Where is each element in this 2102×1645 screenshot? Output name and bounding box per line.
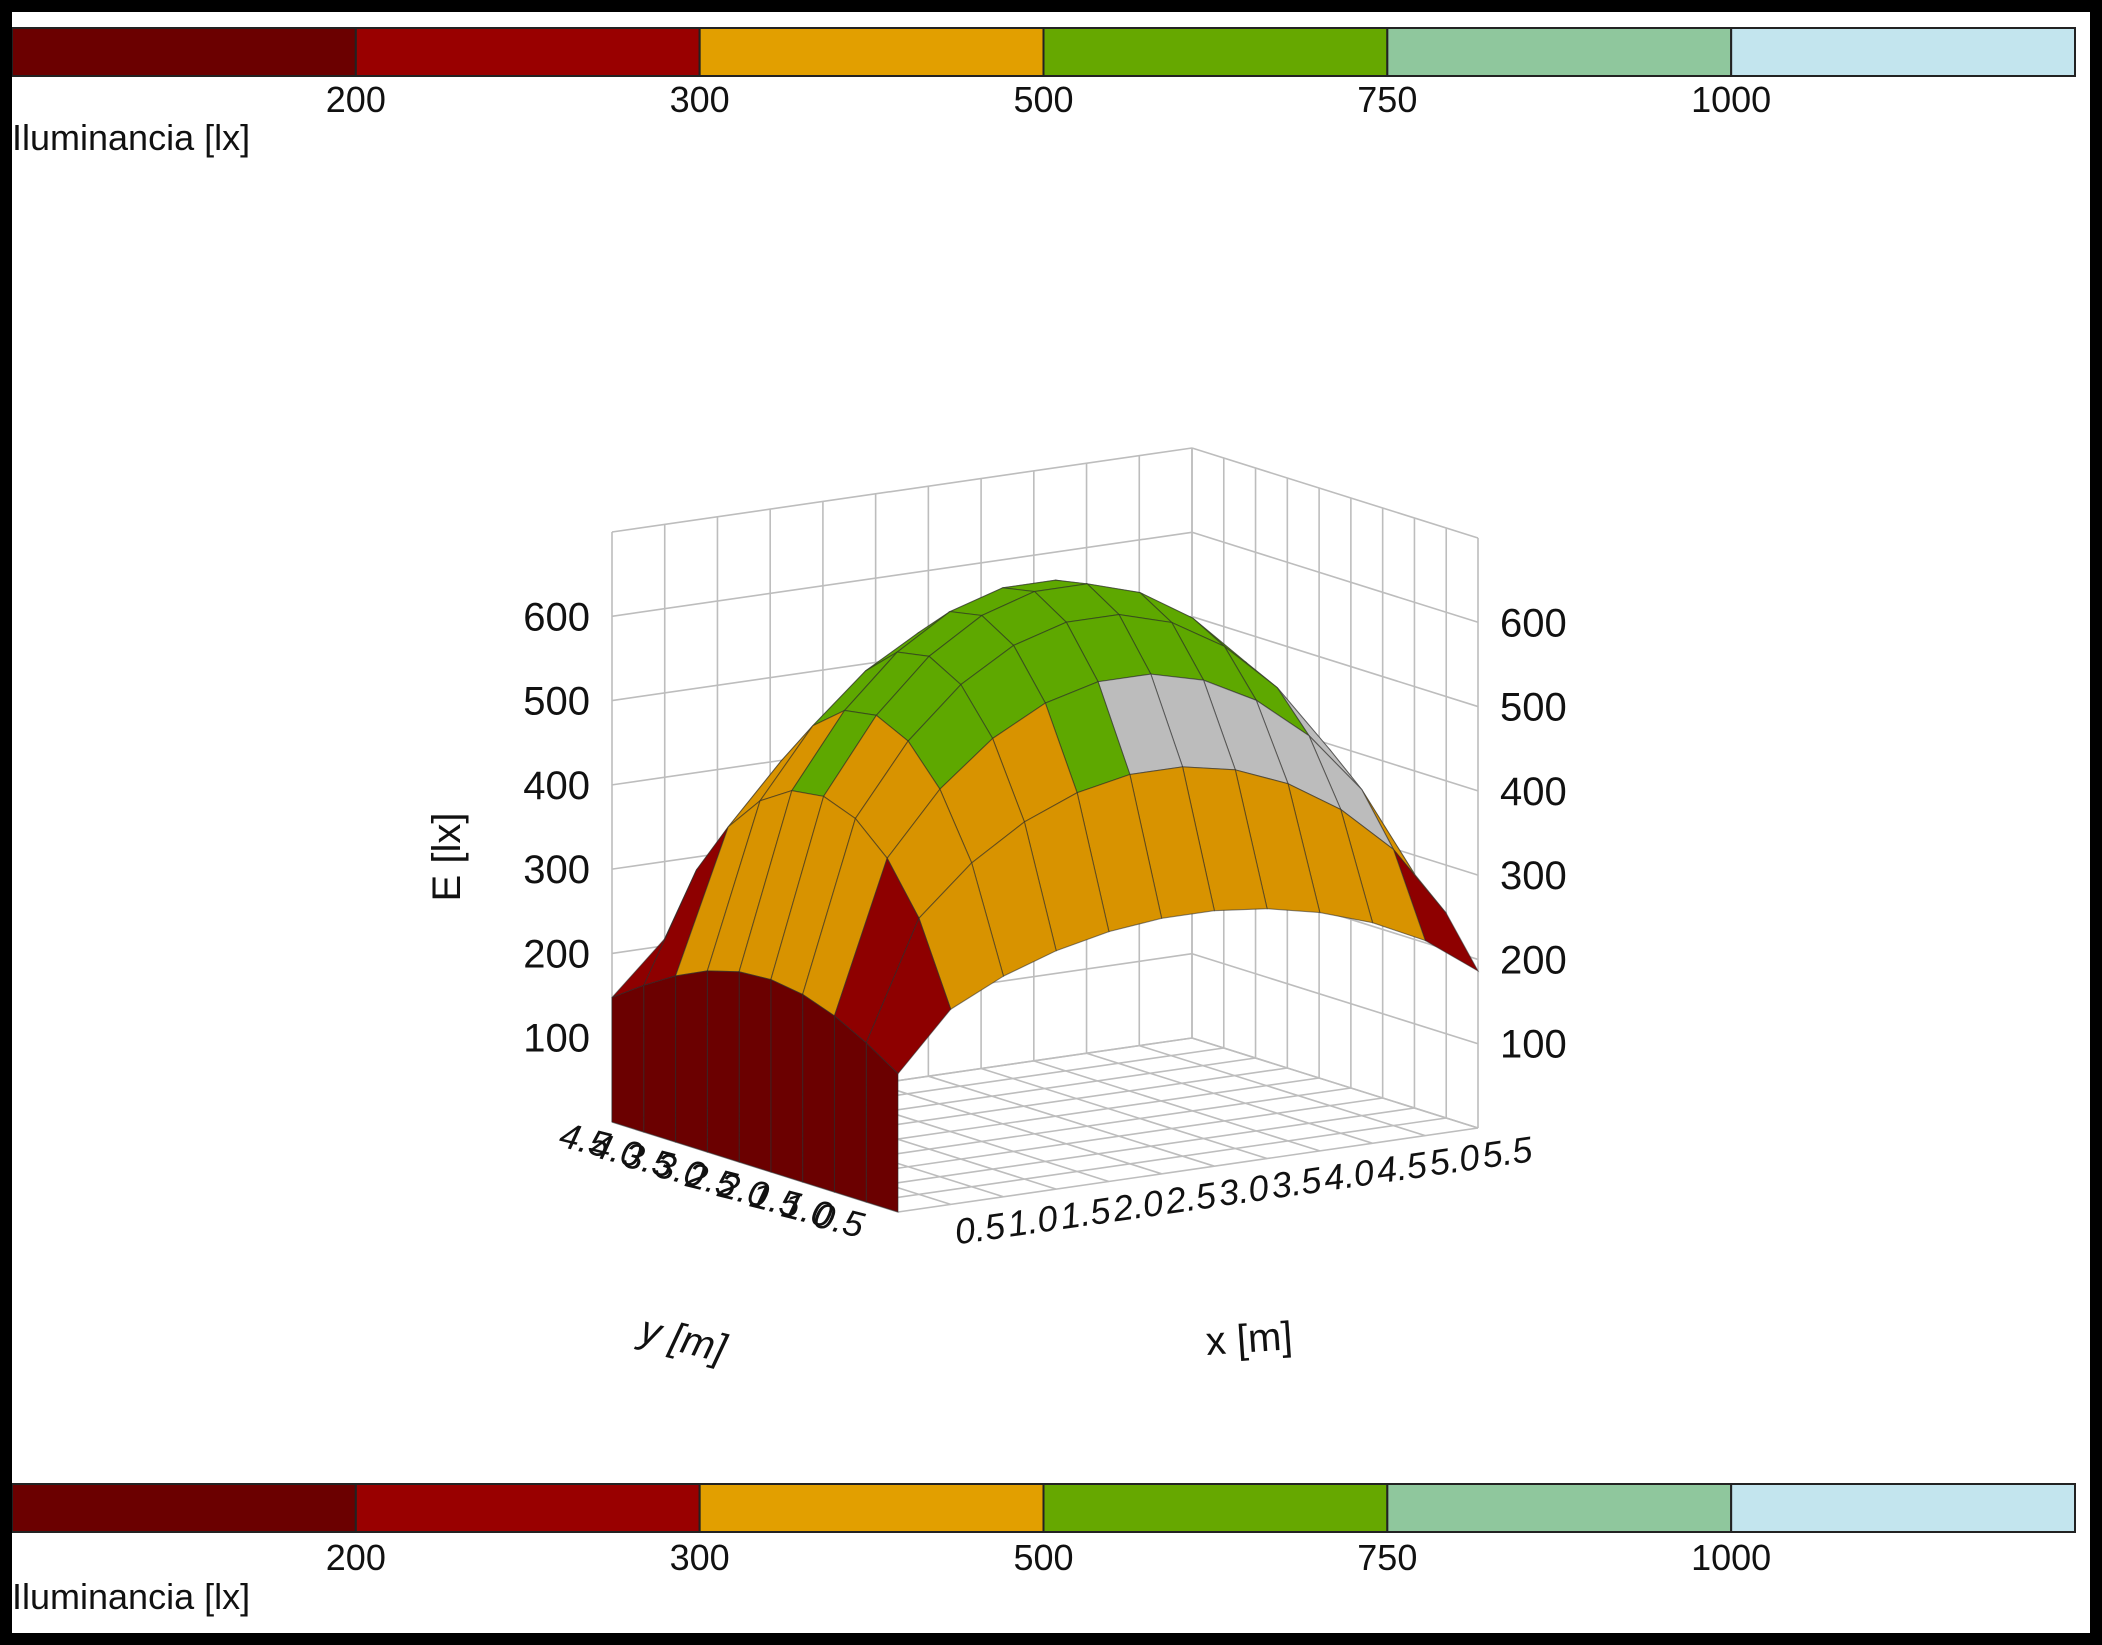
legend-break-top-1: 300 [670,79,730,120]
plot-3d: 100 200 300 400 500 600 100 200 300 400 500 600 0.… [425,447,1567,1372]
z-axis-left-ticks: 100 200 300 400 500 600 [523,595,590,1060]
wall-right-hline [1191,447,1479,539]
legend-break-bottom-4: 1000 [1691,1537,1771,1578]
x-axis-ticks: 0.51.01.52.02.53.03.54.04.55.05.5 [952,1128,1536,1252]
floor-yline [802,1097,1383,1183]
x-tick-4.5: 4.5 [1374,1143,1430,1191]
z-tick-right-500: 500 [1500,686,1567,730]
floor-xline [1191,1037,1479,1129]
x-tick-3.5: 3.5 [1268,1159,1324,1207]
legend-band-top-0 [12,27,357,77]
legend-title-bottom: Iluminancia [lx] [12,1576,250,1617]
legend-break-top-3: 750 [1357,79,1417,120]
surface-skirt [643,975,677,1143]
floor-yline [834,1107,1415,1193]
legend-band-bottom-3 [1042,1483,1389,1533]
z-tick-left-100: 100 [523,1017,590,1061]
z-tick-right-200: 200 [1500,938,1567,982]
x-tick-1.0: 1.0 [1005,1197,1060,1245]
surface-skirt [770,978,804,1183]
surface [611,579,1480,1213]
floor-yline [866,1117,1447,1203]
legend-band-bottom-4 [1386,1483,1733,1533]
floor-xline [980,1067,1268,1160]
floor-xline [1086,1052,1373,1145]
surface-skirt [738,971,772,1173]
z-tick-left-200: 200 [523,932,590,976]
wall-right-hline [1191,615,1479,708]
floor-xline [928,1075,1215,1167]
legend-break-bottom-0: 200 [326,1537,386,1578]
surface-skirt [706,970,740,1163]
surface-skirt [675,970,708,1153]
z-tick-left-600: 600 [523,595,590,639]
z-tick-right-600: 600 [1500,601,1567,645]
z-tick-right-100: 100 [1500,1023,1567,1067]
legend-band-bottom-1 [354,1483,701,1533]
legend-band-bottom-5 [1730,1483,2076,1533]
z-tick-left-300: 300 [523,848,590,892]
x-tick-4.0: 4.0 [1321,1151,1376,1199]
surface-skirt [833,1014,867,1203]
chart-frame: 200 300 500 750 1000 Iluminancia [lx] 100 200… [12,12,2090,1633]
legend-title: Iluminancia [lx] [12,117,250,158]
legend-bottom: 200 300 500 750 1000 Iluminancia [lx] [12,1483,2076,1617]
x-tick-1.5: 1.5 [1058,1189,1114,1237]
legend-band-top-2 [698,27,1045,77]
x-tick-3.0: 3.0 [1216,1167,1271,1215]
z-tick-right-300: 300 [1500,854,1567,898]
illuminance-surface-chart: 200 300 500 750 1000 Iluminancia [lx] 100 200… [12,27,2076,1617]
floor-yline [897,1127,1479,1213]
legend-break-bottom-1: 300 [670,1537,730,1578]
legend-band-bottom-0 [12,1483,357,1533]
floor-xline [1033,1060,1321,1152]
x-tick-2.0: 2.0 [1109,1182,1165,1230]
x-tick-5.5: 5.5 [1479,1128,1535,1176]
z-tick-left-400: 400 [523,764,590,808]
legend-break-top-4: 1000 [1691,79,1771,120]
legend-break-top-0: 200 [326,79,386,120]
z-tick-right-400: 400 [1500,770,1567,814]
x-tick-2.5: 2.5 [1162,1174,1219,1222]
legend-band-top-1 [354,27,701,77]
legend-break-bottom-3: 750 [1357,1537,1417,1578]
wall-left-hline [611,447,1193,533]
wall-right-hline [1191,531,1479,624]
legend-band-top-5 [1730,27,2076,77]
legend-break-top-2: 500 [1013,79,1073,120]
z-axis-right-ticks: 100 200 300 400 500 600 [1500,601,1567,1066]
surface-skirt [802,993,835,1193]
legend-band-bottom-2 [698,1483,1045,1533]
surface-skirt [611,984,645,1133]
y-axis-label: y [m] [633,1307,732,1372]
x-tick-0.5: 0.5 [952,1205,1008,1253]
z-tick-left-500: 500 [523,680,590,724]
floor-xline [875,1083,1162,1175]
x-tick-5.0: 5.0 [1427,1136,1482,1184]
legend-top: 200 300 500 750 1000 Iluminancia [lx] [12,27,2076,158]
wall-right-hline [1191,952,1479,1045]
wall-left-hline [611,531,1193,618]
legend-band-top-3 [1042,27,1389,77]
legend-break-bottom-2: 500 [1013,1537,1073,1578]
legend-band-top-4 [1386,27,1733,77]
x-axis-label: x [m] [1204,1314,1294,1364]
floor-xline [1139,1044,1426,1137]
z-axis-label: E [lx] [425,813,469,902]
